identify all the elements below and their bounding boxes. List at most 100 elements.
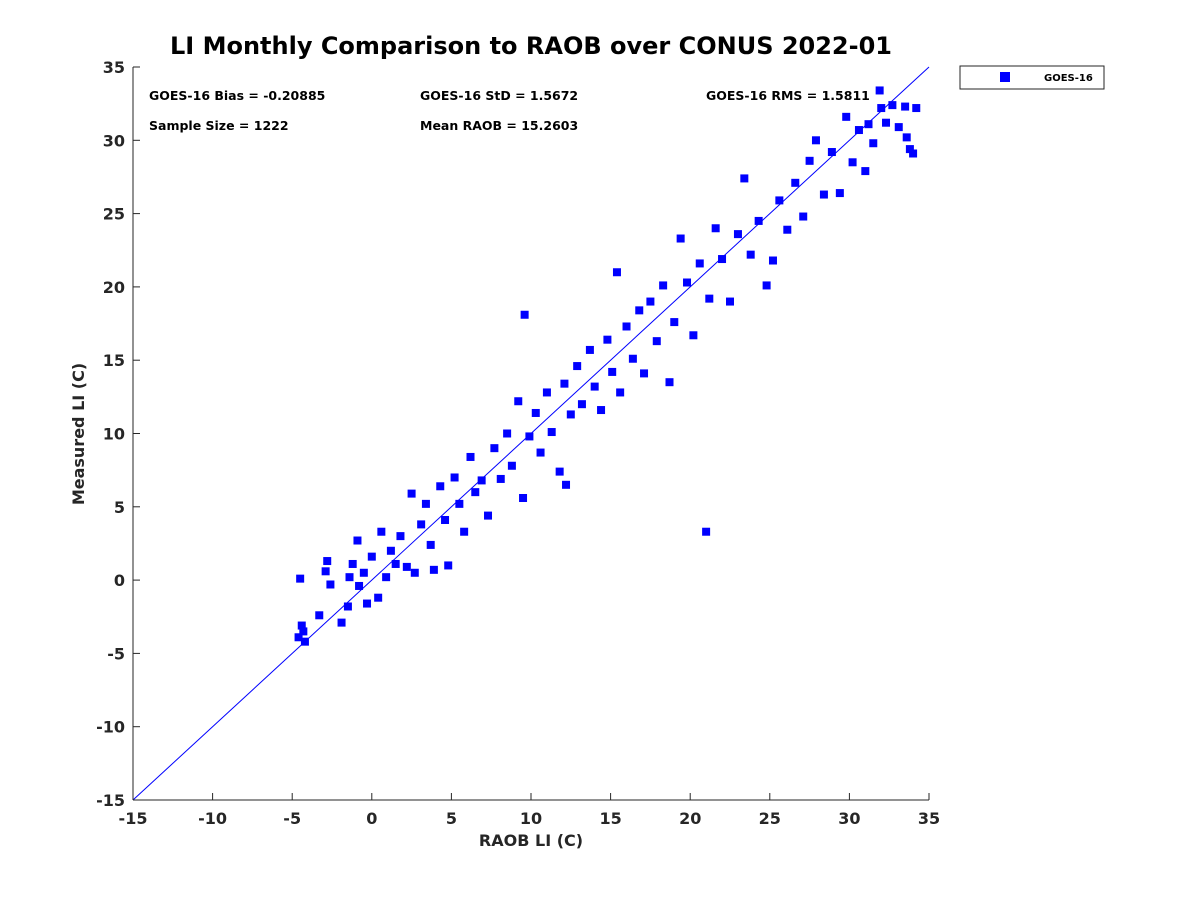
data-point <box>417 520 426 529</box>
x-tick-label: -5 <box>283 809 301 828</box>
data-point <box>612 268 621 277</box>
data-point <box>525 432 534 441</box>
y-tick-label: 15 <box>103 351 125 370</box>
data-point <box>410 568 419 577</box>
data-point <box>659 281 668 290</box>
data-point <box>597 406 606 415</box>
y-tick-label: -10 <box>96 718 125 737</box>
data-point <box>646 297 655 306</box>
data-point <box>622 322 631 331</box>
data-point <box>296 574 305 583</box>
data-point <box>520 310 529 319</box>
y-tick-label: -5 <box>107 644 125 663</box>
x-tick-label: -10 <box>198 809 227 828</box>
data-point <box>353 536 362 545</box>
x-tick-label: -15 <box>119 809 148 828</box>
data-point <box>460 527 469 536</box>
data-point <box>367 552 376 561</box>
data-point <box>603 335 612 344</box>
x-tick-label: 25 <box>759 809 781 828</box>
data-point <box>882 118 891 127</box>
data-point <box>894 123 903 132</box>
y-tick-label: 25 <box>103 205 125 224</box>
data-point <box>875 86 884 95</box>
legend-box <box>959 65 1105 90</box>
data-point <box>315 611 324 620</box>
chart-title: LI Monthly Comparison to RAOB over CONUS… <box>170 32 892 60</box>
data-point <box>323 557 332 566</box>
data-point <box>407 489 416 498</box>
data-point <box>754 216 763 225</box>
data-point <box>791 178 800 187</box>
data-point <box>343 602 352 611</box>
y-tick-label: -15 <box>96 791 125 810</box>
data-point <box>842 112 851 121</box>
data-point <box>608 367 617 376</box>
x-tick-label: 5 <box>446 809 457 828</box>
data-point <box>396 532 405 541</box>
data-point <box>321 567 330 576</box>
data-point <box>635 306 644 315</box>
data-point <box>888 101 897 110</box>
data-point <box>477 476 486 485</box>
x-tick-label: 15 <box>599 809 621 828</box>
data-point <box>819 190 828 199</box>
legend-marker-goes-16 <box>1000 72 1010 82</box>
data-point <box>901 102 910 111</box>
data-point <box>861 167 870 176</box>
data-point <box>718 255 727 264</box>
data-point <box>783 225 792 234</box>
data-point <box>436 482 445 491</box>
data-point <box>912 104 921 113</box>
data-point <box>640 369 649 378</box>
data-point <box>805 156 814 165</box>
data-point <box>573 362 582 371</box>
data-point <box>402 562 411 571</box>
x-tick-label: 35 <box>918 809 940 828</box>
data-point <box>869 139 878 148</box>
bias-stat: GOES-16 Bias = -0.20885 <box>149 88 325 103</box>
data-point <box>391 559 400 568</box>
x-tick-label: 20 <box>679 809 701 828</box>
data-point <box>827 148 836 157</box>
y-tick-label: 30 <box>103 131 125 150</box>
data-point <box>670 318 679 327</box>
data-point <box>746 250 755 259</box>
data-point <box>562 480 571 489</box>
data-point <box>702 527 711 536</box>
data-point <box>689 331 698 340</box>
data-point <box>345 573 354 582</box>
data-point <box>484 511 493 520</box>
y-axis-ticks: -15 -10 -5 0 5 10 15 20 25 30 35 <box>96 58 140 810</box>
data-point <box>363 599 372 608</box>
data-point <box>326 580 335 589</box>
data-point <box>909 149 918 158</box>
data-point <box>466 452 475 461</box>
data-point <box>555 467 564 476</box>
y-tick-label: 0 <box>114 571 125 590</box>
data-point <box>444 561 453 570</box>
x-axis-ticks: -15 -10 -5 0 5 10 15 20 25 30 35 <box>119 793 940 828</box>
data-points <box>294 86 921 646</box>
data-point <box>299 627 308 636</box>
data-point <box>811 136 820 145</box>
data-point <box>294 633 303 642</box>
data-point <box>695 259 704 268</box>
legend: GOES-16 <box>959 65 1105 90</box>
data-point <box>705 294 714 303</box>
data-point <box>652 337 661 346</box>
data-point <box>507 461 516 470</box>
data-point <box>490 444 499 453</box>
data-point <box>426 540 435 549</box>
data-point <box>577 400 586 409</box>
data-point <box>566 410 575 419</box>
data-point <box>902 133 911 142</box>
data-point <box>768 256 777 265</box>
rms-stat: GOES-16 RMS = 1.5811 <box>706 88 870 103</box>
x-tick-label: 0 <box>366 809 377 828</box>
data-point <box>711 224 720 233</box>
data-point <box>628 354 637 363</box>
mean-raob-stat: Mean RAOB = 15.2603 <box>420 118 578 133</box>
data-point <box>590 382 599 391</box>
data-point <box>733 230 742 239</box>
